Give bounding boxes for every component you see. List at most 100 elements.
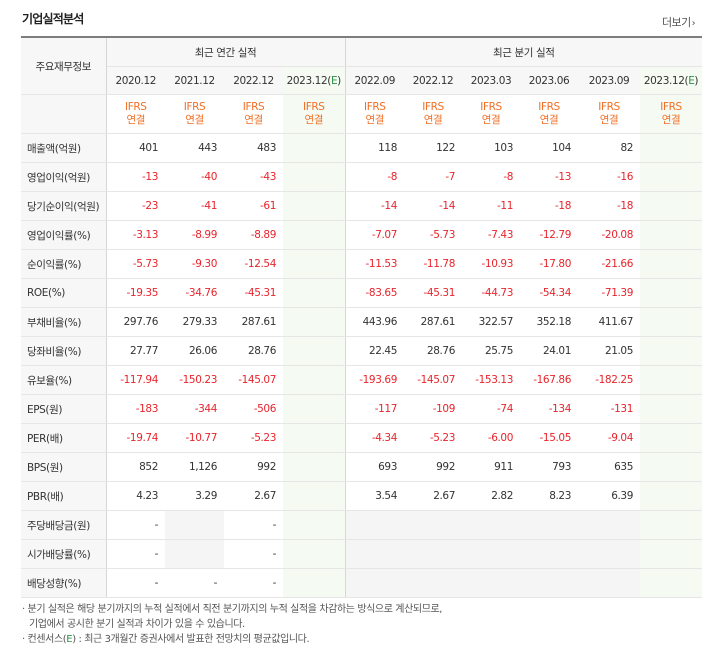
table-cell: 25.75: [462, 336, 520, 366]
table-cell: 22.45: [344, 336, 404, 366]
more-label: 더보기: [662, 16, 691, 29]
table-cell: [640, 452, 702, 482]
table-cell: [640, 249, 702, 279]
row-label: 매출액(억원): [21, 133, 107, 163]
table-cell: [283, 307, 345, 337]
table-cell: -167.86: [520, 365, 578, 395]
table-cell: -145.07: [404, 365, 462, 395]
table-cell: 27.77: [106, 336, 165, 366]
table-cell: 322.57: [462, 307, 520, 337]
table-cell: [640, 336, 702, 366]
table-cell: 3.54: [344, 481, 404, 511]
table-cell: [640, 539, 702, 569]
table-cell: -: [106, 510, 165, 540]
table-cell: [578, 539, 640, 569]
period-header: 2022.12: [404, 66, 462, 95]
table-cell: 103: [462, 133, 520, 163]
table-cell: -9.30: [165, 249, 224, 279]
more-link[interactable]: 더보기›: [662, 14, 696, 30]
table-cell: -7.43: [462, 220, 520, 250]
table-cell: 287.61: [404, 307, 462, 337]
table-row: 유보율(%) -117.94 -150.23 -145.07 -193.69 -145.0…: [21, 365, 702, 395]
table-cell: 443.96: [344, 307, 404, 337]
table-cell: [283, 278, 345, 308]
table-cell: [283, 481, 345, 511]
table-row: 배당성향(%) - - -: [21, 568, 702, 598]
table-cell: -20.08: [578, 220, 640, 250]
table-cell: -34.76: [165, 278, 224, 308]
table-cell: -13: [520, 162, 578, 192]
row-label: 부채비율(%): [21, 307, 107, 337]
table-cell: 411.67: [578, 307, 640, 337]
table-cell: -109: [404, 394, 462, 424]
table-cell: [404, 510, 462, 540]
table-cell: 4.23: [106, 481, 165, 511]
row-label: PER(배): [21, 423, 107, 453]
ifrs-basis-cell: IFRS 연결: [283, 94, 345, 134]
table-cell: -15.05: [520, 423, 578, 453]
table-cell: 297.76: [106, 307, 165, 337]
table-cell: [520, 568, 578, 598]
table-cell: -10.93: [462, 249, 520, 279]
table-cell: -83.65: [344, 278, 404, 308]
table-cell: 6.39: [578, 481, 640, 511]
table-cell: -6.00: [462, 423, 520, 453]
table-cell: [344, 539, 404, 569]
table-cell: -117.94: [106, 365, 165, 395]
table-cell: 401: [106, 133, 165, 163]
ifrs-basis-cell: IFRS 연결: [404, 94, 462, 134]
table-cell: [283, 336, 345, 366]
table-cell: -40: [165, 162, 224, 192]
table-cell: -43: [224, 162, 283, 192]
table-cell: -11.78: [404, 249, 462, 279]
table-cell: -23: [106, 191, 165, 221]
table-cell: [344, 510, 404, 540]
table-cell: 352.18: [520, 307, 578, 337]
table-cell: 118: [344, 133, 404, 163]
table-cell: -21.66: [578, 249, 640, 279]
table-cell: -17.80: [520, 249, 578, 279]
row-label: 영업이익률(%): [21, 220, 107, 250]
table-cell: -5.23: [404, 423, 462, 453]
table-cell: -: [106, 539, 165, 569]
table-cell: [283, 191, 345, 221]
table-cell: -506: [224, 394, 283, 424]
table-cell: -11: [462, 191, 520, 221]
table-row: 영업이익(억원) -13 -40 -43 -8 -7 -8 -13 -16: [21, 162, 702, 192]
period-header: 2021.12: [165, 66, 224, 95]
table-cell: [283, 510, 345, 540]
row-label: 순이익률(%): [21, 249, 107, 279]
table-cell: -7: [404, 162, 462, 192]
section-title: 기업실적분석: [22, 12, 84, 26]
table-cell: [404, 568, 462, 598]
table-cell: [283, 220, 345, 250]
ifrs-row-head: [21, 94, 107, 134]
row-label: 영업이익(억원): [21, 162, 107, 192]
table-row: PBR(배) 4.23 3.29 2.67 3.54 2.67 2.82 8.23 6.39: [21, 481, 702, 511]
table-cell: -: [224, 510, 283, 540]
table-cell: [462, 539, 520, 569]
financial-table: 주요재무정보 최근 연간 실적 최근 분기 실적 2020.12 2021.12 2…: [21, 36, 702, 598]
period-header: 2023.12(E): [640, 66, 702, 95]
table-cell: -8: [462, 162, 520, 192]
table-row: 당기순이익(억원) -23 -41 -61 -14 -14 -11 -18 -18: [21, 191, 702, 221]
table-cell: -8.89: [224, 220, 283, 250]
table-cell: -11.53: [344, 249, 404, 279]
table-cell: [640, 394, 702, 424]
table-row: 주당배당금(원) - -: [21, 510, 702, 540]
period-header: 2022.12: [224, 66, 283, 95]
table-cell: -12.79: [520, 220, 578, 250]
table-cell: -8: [344, 162, 404, 192]
table-cell: -5.73: [404, 220, 462, 250]
table-row: EPS(원) -183 -344 -506 -117 -109 -74 -134 -131: [21, 394, 702, 424]
chevron-right-icon: ›: [691, 18, 696, 29]
table-cell: [578, 510, 640, 540]
table-cell: -: [224, 539, 283, 569]
table-cell: -: [106, 568, 165, 598]
table-cell: -153.13: [462, 365, 520, 395]
ifrs-basis-cell: IFRS 연결: [640, 94, 702, 134]
table-cell: -61: [224, 191, 283, 221]
table-cell: [165, 539, 224, 569]
quarter-header: 최근 분기 실적: [344, 36, 702, 67]
table-cell: [640, 423, 702, 453]
